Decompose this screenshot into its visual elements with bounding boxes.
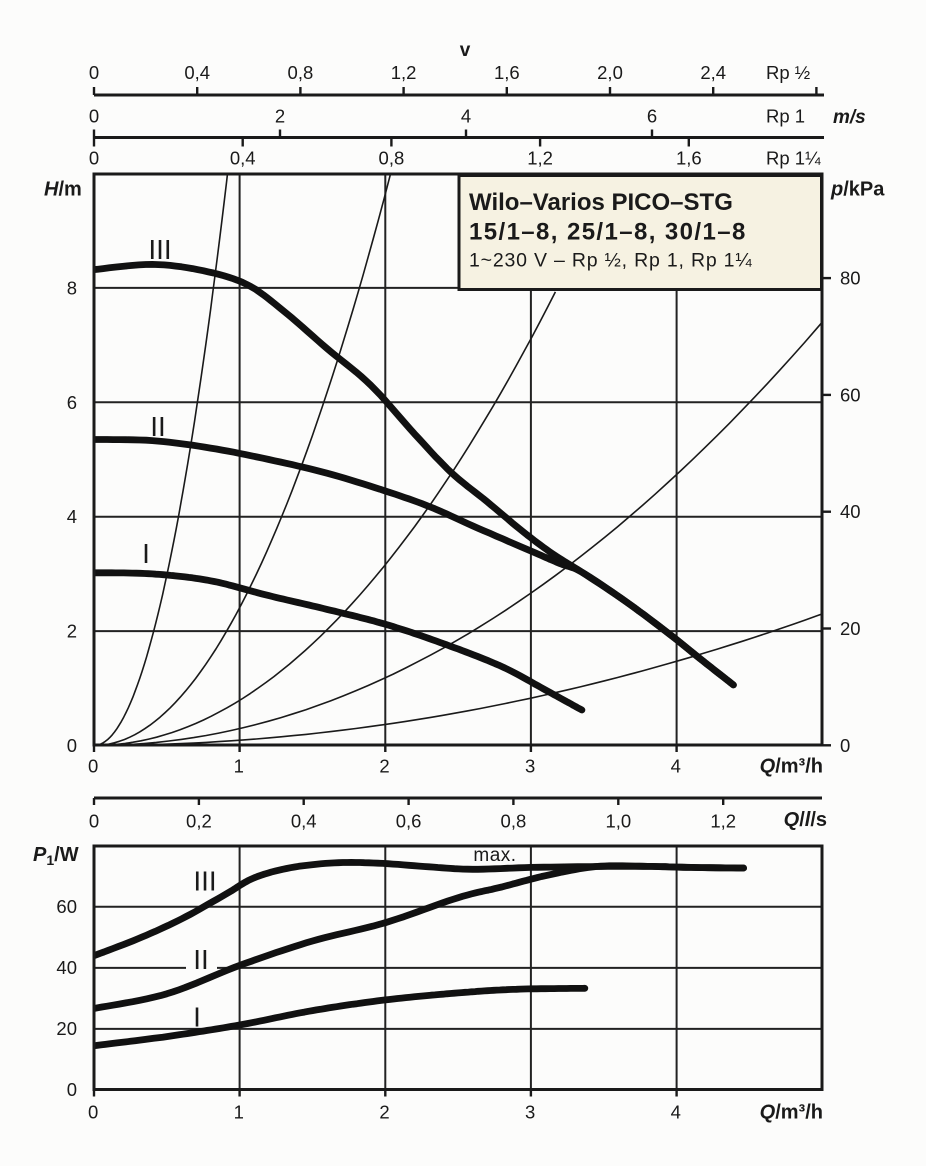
svg-text:4: 4: [671, 756, 681, 777]
svg-text:0: 0: [840, 735, 850, 756]
svg-text:40: 40: [840, 501, 861, 522]
svg-text:m/s: m/s: [833, 107, 866, 128]
svg-text:P1/W: P1/W: [33, 844, 79, 868]
svg-text:0: 0: [89, 811, 99, 832]
svg-text:4: 4: [461, 106, 471, 127]
svg-text:max.: max.: [473, 845, 516, 866]
svg-text:2,4: 2,4: [700, 62, 726, 83]
svg-text:20: 20: [56, 1018, 77, 1039]
svg-text:1,2: 1,2: [391, 62, 417, 83]
svg-text:0,4: 0,4: [184, 62, 210, 83]
svg-text:4: 4: [67, 506, 77, 527]
svg-text:Rp 1: Rp 1: [766, 106, 805, 127]
svg-text:0: 0: [89, 62, 99, 83]
svg-text:1~230 V – Rp ½, Rp 1, Rp 1¼: 1~230 V – Rp ½, Rp 1, Rp 1¼: [469, 250, 752, 272]
svg-text:Rp 1¼: Rp 1¼: [766, 148, 821, 169]
svg-text:III: III: [148, 234, 171, 265]
svg-text:15/1–8, 25/1–8, 30/1–8: 15/1–8, 25/1–8, 30/1–8: [469, 219, 747, 246]
svg-text:2,0: 2,0: [597, 62, 623, 83]
svg-text:0: 0: [67, 1079, 77, 1100]
svg-text:II: II: [193, 944, 209, 975]
svg-text:1,2: 1,2: [527, 148, 553, 169]
svg-text:III: III: [193, 866, 216, 897]
svg-text:2: 2: [275, 106, 285, 127]
svg-text:1,6: 1,6: [676, 148, 702, 169]
svg-text:8: 8: [67, 277, 77, 298]
svg-text:I: I: [142, 538, 150, 569]
svg-text:0: 0: [89, 106, 99, 127]
svg-text:1,0: 1,0: [605, 811, 631, 832]
svg-text:6: 6: [647, 106, 657, 127]
svg-text:2: 2: [379, 756, 389, 777]
svg-text:Q/m³/h: Q/m³/h: [760, 1102, 823, 1124]
svg-text:3: 3: [525, 1102, 535, 1123]
svg-text:2: 2: [379, 1102, 389, 1123]
svg-text:1,2: 1,2: [710, 811, 736, 832]
svg-text:0,2: 0,2: [186, 811, 212, 832]
svg-text:0: 0: [88, 756, 98, 777]
svg-text:Q/l/s: Q/l/s: [784, 809, 827, 831]
svg-text:0: 0: [89, 148, 99, 169]
svg-text:60: 60: [840, 384, 861, 405]
svg-text:0,6: 0,6: [396, 811, 422, 832]
svg-text:0,8: 0,8: [288, 62, 314, 83]
svg-text:Wilo–Varios PICO–STG: Wilo–Varios PICO–STG: [469, 189, 733, 216]
svg-text:II: II: [150, 411, 166, 442]
svg-text:I: I: [193, 1002, 201, 1033]
svg-text:60: 60: [56, 896, 77, 917]
svg-text:H/m: H/m: [44, 179, 82, 201]
svg-text:Rp ½: Rp ½: [766, 62, 810, 83]
svg-text:2: 2: [67, 621, 77, 642]
svg-text:20: 20: [840, 618, 861, 639]
svg-text:6: 6: [67, 392, 77, 413]
svg-text:1,6: 1,6: [494, 62, 520, 83]
svg-text:80: 80: [840, 268, 861, 289]
svg-text:0: 0: [88, 1102, 98, 1123]
svg-text:1: 1: [234, 1102, 244, 1123]
svg-text:v: v: [460, 40, 471, 61]
svg-text:0,8: 0,8: [501, 811, 527, 832]
svg-text:4: 4: [671, 1102, 681, 1123]
svg-text:p/kPa: p/kPa: [830, 179, 885, 201]
svg-text:0,4: 0,4: [291, 811, 317, 832]
svg-text:0: 0: [67, 735, 77, 756]
svg-text:0,4: 0,4: [230, 148, 256, 169]
svg-text:Q/m³/h: Q/m³/h: [760, 756, 823, 778]
svg-text:3: 3: [525, 756, 535, 777]
svg-text:1: 1: [234, 756, 244, 777]
svg-text:0,8: 0,8: [379, 148, 405, 169]
svg-text:40: 40: [56, 957, 77, 978]
